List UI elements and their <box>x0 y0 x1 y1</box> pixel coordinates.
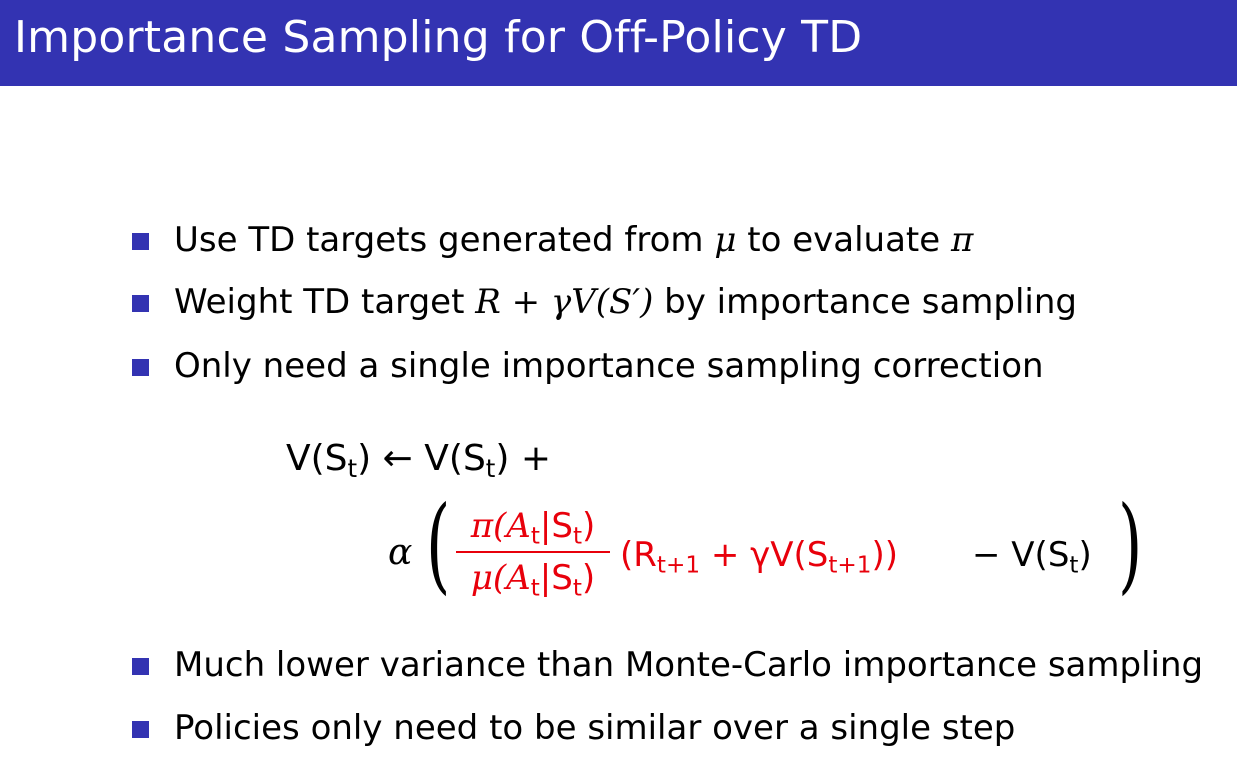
pi-symbol: π <box>950 220 974 260</box>
bullet-text: Much lower variance than Monte-Carlo imp… <box>174 645 1204 685</box>
formula-subscript: t <box>572 575 582 602</box>
bullet-square-icon <box>132 295 149 312</box>
bullet-text-part: to evaluate <box>747 220 941 260</box>
bullet-text-part: Use TD targets generated from <box>174 220 704 260</box>
bullet-text-part: Weight TD target <box>174 282 465 322</box>
frac-part: ) <box>581 558 596 598</box>
fraction-numerator: π(At|St) <box>456 503 610 549</box>
formula-subscript: t <box>347 453 358 483</box>
frac-part: |S <box>539 506 573 546</box>
fraction-denominator: μ(At|St) <box>456 555 610 601</box>
formula-subscript: t <box>530 523 540 550</box>
fraction-bar <box>456 551 610 553</box>
mu-symbol: μ <box>714 220 737 260</box>
formula-subscript: t <box>1069 552 1079 579</box>
bullet-square-icon <box>132 359 149 376</box>
formula-rhs: V(S <box>424 438 486 479</box>
frac-part: μ(A <box>470 558 531 598</box>
frac-part: π(A <box>470 506 531 546</box>
formula-subscript: t <box>530 575 540 602</box>
bullet-text: Only need a single importance sampling c… <box>174 346 1044 386</box>
right-big-paren: ) <box>1118 483 1143 605</box>
tail-part: ) <box>1078 535 1092 575</box>
bullet-square-icon <box>132 658 149 675</box>
bullet-text: Weight TD target R + γV(S′) by importanc… <box>174 282 1077 322</box>
slide-title: Importance Sampling for Off-Policy TD <box>14 12 863 63</box>
formula-lhs: V(S <box>286 438 348 479</box>
formula-rhs-close: ) + <box>495 438 552 479</box>
importance-ratio-fraction: π(At|St) μ(At|St) <box>456 503 610 601</box>
title-bar: Importance Sampling for Off-Policy TD <box>0 0 1237 86</box>
bullet-square-icon <box>132 233 149 250</box>
bullet-text: Policies only need to be similar over a … <box>174 708 1016 748</box>
td-target-term: (Rt+1 + γV(St+1)) <box>620 535 899 579</box>
red-term-part: + γV(S <box>700 535 829 575</box>
red-term-part: )) <box>871 535 899 575</box>
formula-subscript: t <box>485 453 496 483</box>
bullet-text-part: by importance sampling <box>664 282 1078 322</box>
alpha-symbol: α <box>388 532 413 573</box>
formula-subscript: t+1 <box>656 552 701 579</box>
formula-tail: − V(St) <box>972 535 1092 579</box>
td-target-math: R + γV(S′) <box>475 282 654 322</box>
formula-subscript: t+1 <box>828 552 872 579</box>
red-term-part: (R <box>620 535 657 575</box>
frac-part: ) <box>582 506 596 546</box>
formula-line-1: V(St) ← V(St) + <box>286 438 552 481</box>
left-arrow-symbol: ← <box>382 438 413 479</box>
bullet-text: Use TD targets generated from μ to evalu… <box>174 220 973 260</box>
frac-part: |S <box>539 558 573 598</box>
formula-subscript: t <box>572 523 583 550</box>
left-big-paren: ( <box>426 483 451 605</box>
bullet-square-icon <box>132 721 149 738</box>
formula-paren: ) <box>357 438 372 479</box>
tail-part: − V(S <box>972 535 1070 575</box>
